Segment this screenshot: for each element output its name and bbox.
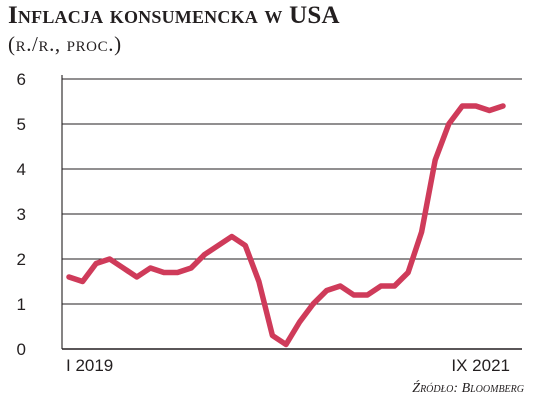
series-line: [66, 103, 506, 348]
data-point: [231, 236, 233, 238]
data-point: [299, 321, 301, 323]
data-point: [312, 303, 314, 305]
data-point: [407, 272, 409, 274]
data-point: [244, 245, 246, 247]
y-tick-label: 6: [17, 70, 26, 89]
chart-title: Inflacja konsumencka w USA: [8, 2, 340, 29]
data-point: [258, 281, 260, 283]
y-tick-label: 0: [17, 340, 26, 359]
data-point: [136, 276, 138, 278]
data-point: [204, 254, 206, 256]
data-point: [339, 285, 341, 287]
data-point: [163, 272, 165, 274]
data-point: [109, 258, 111, 260]
data-point: [434, 159, 436, 161]
data-point: [149, 267, 151, 269]
y-tick-label: 4: [17, 160, 26, 179]
data-point: [421, 231, 423, 233]
gridlines: [62, 78, 522, 350]
data-point: [488, 110, 490, 112]
y-tick-label: 1: [17, 295, 26, 314]
data-point: [95, 263, 97, 265]
data-point: [366, 294, 368, 296]
data-point: [461, 105, 463, 107]
y-tick-label: 3: [17, 205, 26, 224]
data-point: [394, 285, 396, 287]
data-point: [122, 267, 124, 269]
x-axis: I 2019 IX 2021: [66, 356, 510, 375]
data-point: [448, 123, 450, 125]
data-point: [177, 272, 179, 274]
data-point: [217, 245, 219, 247]
data-point: [285, 344, 287, 346]
data-point: [82, 281, 84, 283]
y-axis: 0 1 2 3 4 5 6: [17, 70, 63, 359]
series-layer: [66, 103, 506, 348]
data-point: [502, 105, 504, 107]
data-point: [190, 267, 192, 269]
data-point: [380, 285, 382, 287]
data-point: [271, 335, 273, 337]
data-point: [353, 294, 355, 296]
source-note: Źródło: Bloomberg: [412, 381, 524, 396]
y-tick-label: 2: [17, 250, 26, 269]
data-point: [68, 276, 70, 278]
x-tick-label: I 2019: [66, 356, 113, 375]
data-point: [475, 105, 477, 107]
y-tick-label: 5: [17, 115, 26, 134]
chart-subtitle: (r./r., proc.): [8, 32, 122, 56]
x-tick-label: IX 2021: [451, 356, 510, 375]
data-point: [326, 290, 328, 292]
